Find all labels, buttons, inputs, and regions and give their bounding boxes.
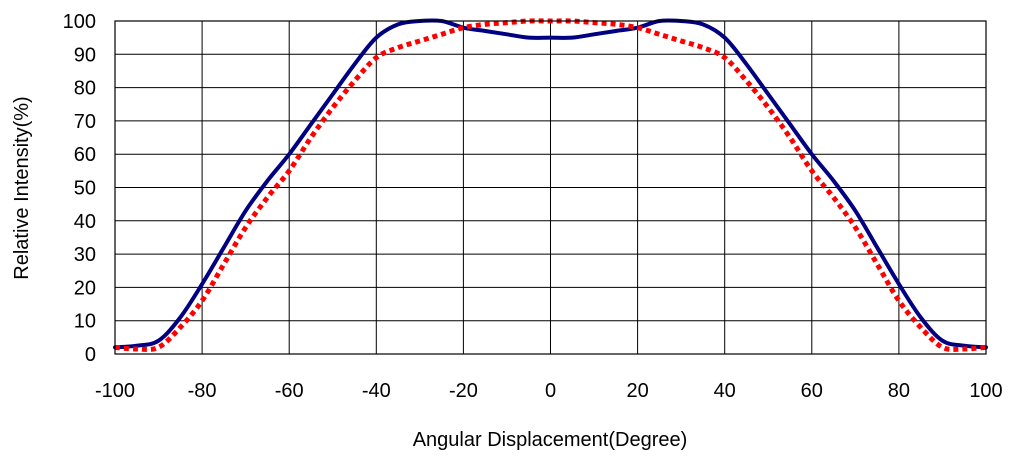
x-tick-label: 60: [801, 380, 823, 402]
y-tick-label: 60: [74, 144, 96, 166]
y-tick-label: 20: [74, 277, 96, 299]
y-tick-label: 0: [85, 344, 96, 366]
x-tick-label: 80: [888, 380, 910, 402]
x-tick-label: 40: [714, 380, 736, 402]
y-tick-label: 50: [74, 178, 96, 200]
x-tick-label: -100: [95, 380, 135, 402]
x-tick-label: -80: [188, 380, 217, 402]
x-axis-title: Angular Displacement(Degree): [413, 429, 688, 451]
x-tick-label: 20: [626, 380, 648, 402]
y-tick-label: 10: [74, 311, 96, 333]
x-tick-label: -40: [362, 380, 391, 402]
y-axis-title: Relative Intensity(%): [11, 96, 33, 279]
y-tick-label: 100: [63, 11, 96, 33]
y-tick-label: 80: [74, 78, 96, 100]
x-tick-label: -20: [449, 380, 478, 402]
y-tick-label: 90: [74, 44, 96, 66]
x-tick-label: 0: [545, 380, 556, 402]
y-tick-label: 40: [74, 211, 96, 233]
y-tick-label: 70: [74, 111, 96, 133]
x-axis-ticks: -100 -80 -60 -40 -20 0 20 40 60 80 100: [95, 380, 1003, 402]
series-line-solid: [113, 18, 988, 350]
plot-border: [114, 20, 987, 355]
x-tick-label: 100: [969, 380, 1002, 402]
y-axis-ticks: 0 10 20 30 40 50 60 70 80 90 100: [63, 11, 96, 366]
x-tick-label: -60: [275, 380, 304, 402]
grid-lines: [115, 21, 986, 354]
y-tick-label: 30: [74, 244, 96, 266]
